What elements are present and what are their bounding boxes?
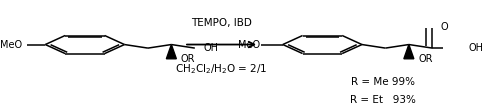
Polygon shape bbox=[166, 45, 176, 59]
Text: R = Et   93%: R = Et 93% bbox=[350, 95, 415, 105]
Text: OR: OR bbox=[181, 54, 195, 64]
Text: TEMPO, IBD: TEMPO, IBD bbox=[191, 18, 252, 28]
Text: OH: OH bbox=[469, 43, 482, 53]
Text: OH: OH bbox=[204, 43, 219, 53]
Text: O: O bbox=[441, 22, 448, 32]
Text: CH$_2$Cl$_2$/H$_2$O = 2/1: CH$_2$Cl$_2$/H$_2$O = 2/1 bbox=[175, 62, 268, 76]
Text: R = Me 99%: R = Me 99% bbox=[351, 77, 415, 87]
Text: MeO: MeO bbox=[238, 40, 260, 50]
Polygon shape bbox=[404, 45, 414, 59]
Text: MeO: MeO bbox=[0, 40, 22, 50]
Text: OR: OR bbox=[418, 54, 432, 64]
